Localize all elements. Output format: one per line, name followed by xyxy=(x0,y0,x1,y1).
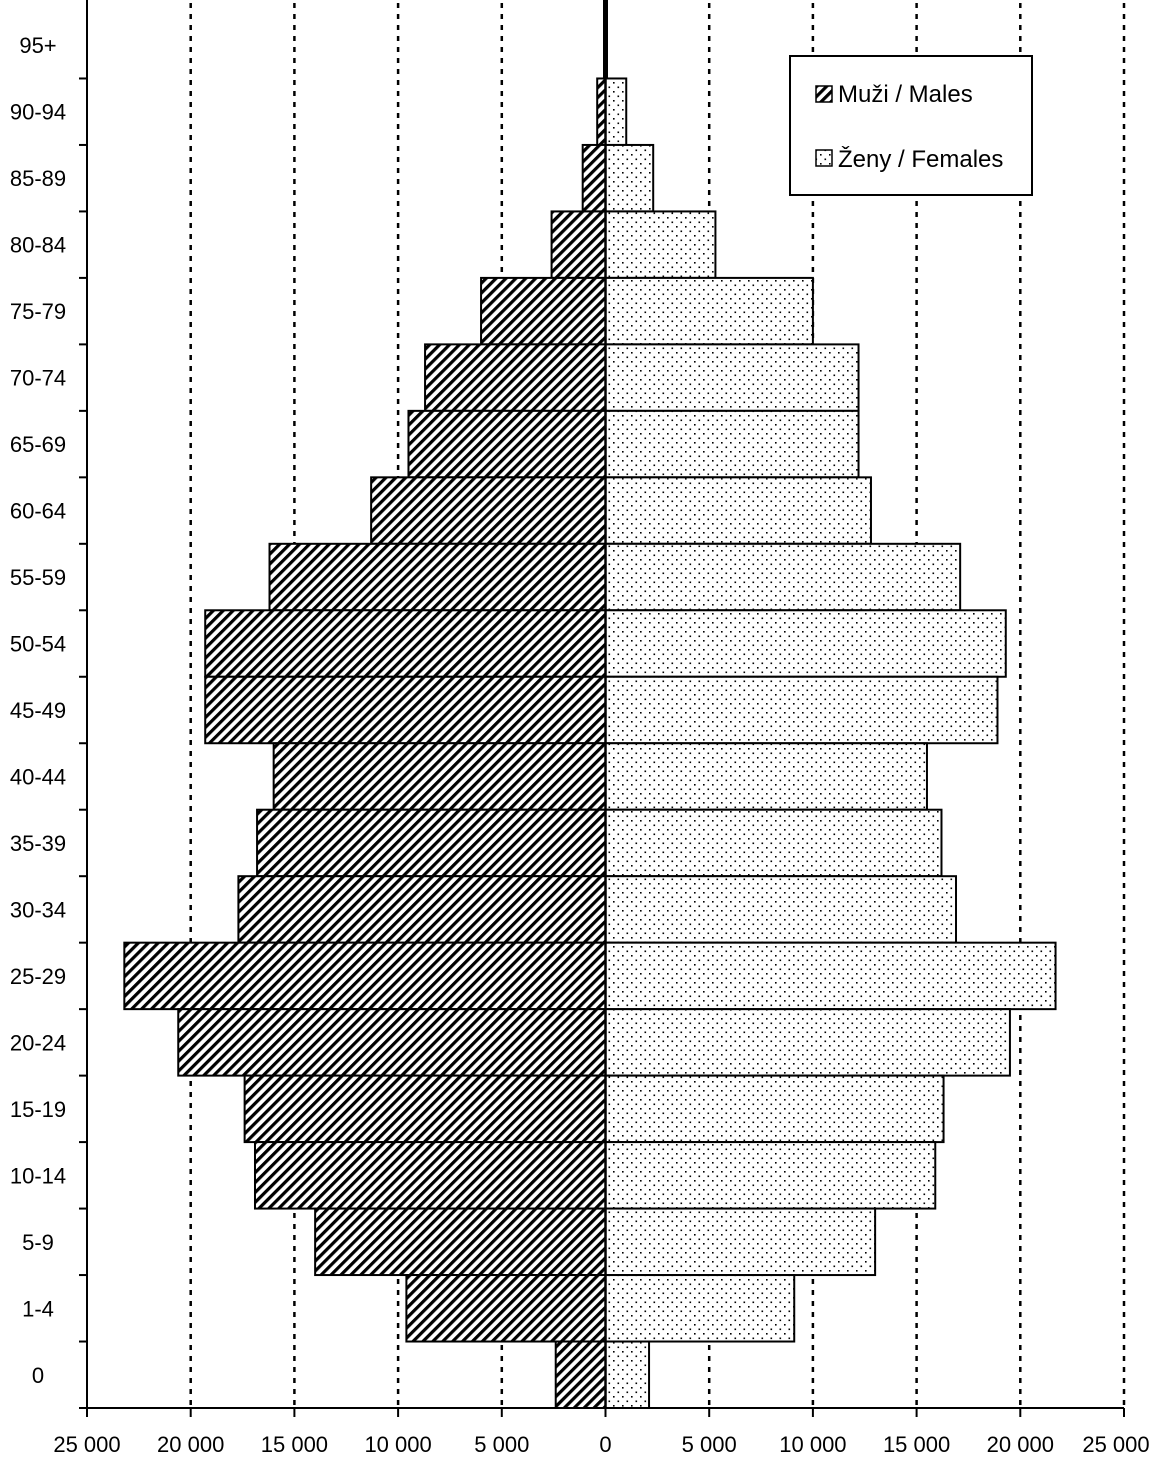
bar-females xyxy=(604,875,958,944)
bar-males xyxy=(480,276,607,346)
bar-males xyxy=(256,808,607,878)
bar-females xyxy=(604,409,860,479)
legend: Muži / Males Ženy / Females xyxy=(789,55,1033,196)
bars xyxy=(123,11,1057,1409)
x-tick-label: 10 000 xyxy=(364,1432,431,1457)
x-tick-label: 25 000 xyxy=(1082,1432,1149,1457)
y-tick-label: 35-39 xyxy=(10,831,66,856)
bar-males xyxy=(253,1141,607,1210)
legend-box xyxy=(789,55,1033,196)
bar-males xyxy=(550,210,607,279)
bar-females xyxy=(604,77,628,146)
bar-males xyxy=(237,875,607,944)
y-tick-label: 55-59 xyxy=(10,565,66,590)
x-tick-label: 0 xyxy=(599,1432,611,1457)
bar-males xyxy=(123,941,607,1011)
y-tick-label: 70-74 xyxy=(10,366,66,391)
bar-males xyxy=(370,476,607,545)
x-tick-label: 20 000 xyxy=(157,1432,224,1457)
bar-females xyxy=(604,675,999,745)
bar-females xyxy=(604,343,860,412)
x-tick-label: 25 000 xyxy=(53,1432,120,1457)
y-tick-label: 85-89 xyxy=(10,166,66,191)
bar-females xyxy=(604,1274,796,1343)
bar-males xyxy=(243,1074,607,1144)
y-tick-label: 1-4 xyxy=(22,1296,54,1321)
bar-males xyxy=(554,1340,607,1409)
y-tick-label: 80-84 xyxy=(10,233,66,258)
bar-females xyxy=(604,742,928,811)
bar-females xyxy=(604,941,1057,1011)
x-tick-label: 15 000 xyxy=(261,1432,328,1457)
bar-males xyxy=(204,675,607,745)
legend-marker-females xyxy=(815,149,833,167)
y-tick-label: 15-19 xyxy=(10,1097,66,1122)
bar-males xyxy=(405,1274,607,1343)
bar-males xyxy=(407,409,607,479)
y-tick-label: 75-79 xyxy=(10,299,66,324)
bar-females xyxy=(604,210,717,279)
y-tick-label: 65-69 xyxy=(10,432,66,457)
bar-females xyxy=(604,276,814,346)
bar-males xyxy=(581,143,607,213)
bar-females xyxy=(604,542,962,612)
y-tick-label: 20-24 xyxy=(10,1030,66,1055)
bar-females xyxy=(604,1074,945,1144)
y-tick-label: 30-34 xyxy=(10,897,66,922)
bar-males xyxy=(424,343,607,412)
y-tick-label: 60-64 xyxy=(10,499,66,524)
bar-females xyxy=(604,1207,877,1277)
y-tick-label: 95+ xyxy=(19,33,56,58)
tick-labels: 95+ 90-94 85-89 80-84 75-79 70-74 65-69 60-64 55… xyxy=(10,33,1150,1457)
bar-males xyxy=(177,1008,607,1077)
axes xyxy=(79,0,1125,1417)
y-tick-label: 25-29 xyxy=(10,964,66,989)
bar-females xyxy=(604,1141,937,1210)
bar-females xyxy=(604,1008,1011,1077)
y-tick-label: 40-44 xyxy=(10,764,66,789)
x-tick-label: 5 000 xyxy=(474,1432,529,1457)
x-tick-label: 10 000 xyxy=(779,1432,846,1457)
bar-males xyxy=(268,542,607,612)
y-tick-label: 90-94 xyxy=(10,100,66,125)
y-tick-label: 45-49 xyxy=(10,698,66,723)
bar-females xyxy=(604,476,872,545)
y-tick-label: 0 xyxy=(32,1363,44,1388)
bar-females xyxy=(604,808,943,878)
x-tick-label: 5 000 xyxy=(682,1432,737,1457)
y-tick-label: 5-9 xyxy=(22,1230,54,1255)
y-tick-label: 10-14 xyxy=(10,1163,66,1188)
x-tick-label: 20 000 xyxy=(987,1432,1054,1457)
bar-females xyxy=(604,1340,651,1409)
bar-males xyxy=(272,742,607,811)
legend-marker-males xyxy=(815,85,833,103)
x-tick-label: 15 000 xyxy=(883,1432,950,1457)
y-tick-label: 50-54 xyxy=(10,632,66,657)
bar-males xyxy=(314,1207,607,1277)
legend-label-males: Muži / Males xyxy=(838,81,973,108)
bar-females xyxy=(604,143,655,213)
bar-males xyxy=(204,609,607,678)
bar-females xyxy=(604,609,1007,678)
legend-label-females: Ženy / Females xyxy=(838,146,1003,173)
